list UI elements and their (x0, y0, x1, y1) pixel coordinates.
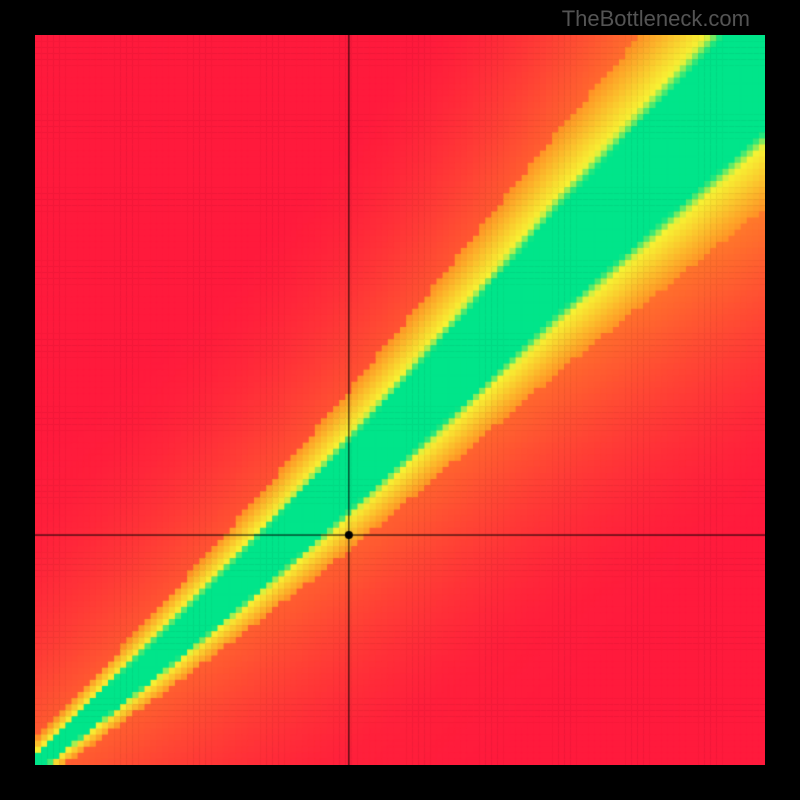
heatmap-canvas (35, 35, 765, 765)
watermark-text: TheBottleneck.com (562, 6, 750, 32)
heatmap-plot (35, 35, 765, 765)
